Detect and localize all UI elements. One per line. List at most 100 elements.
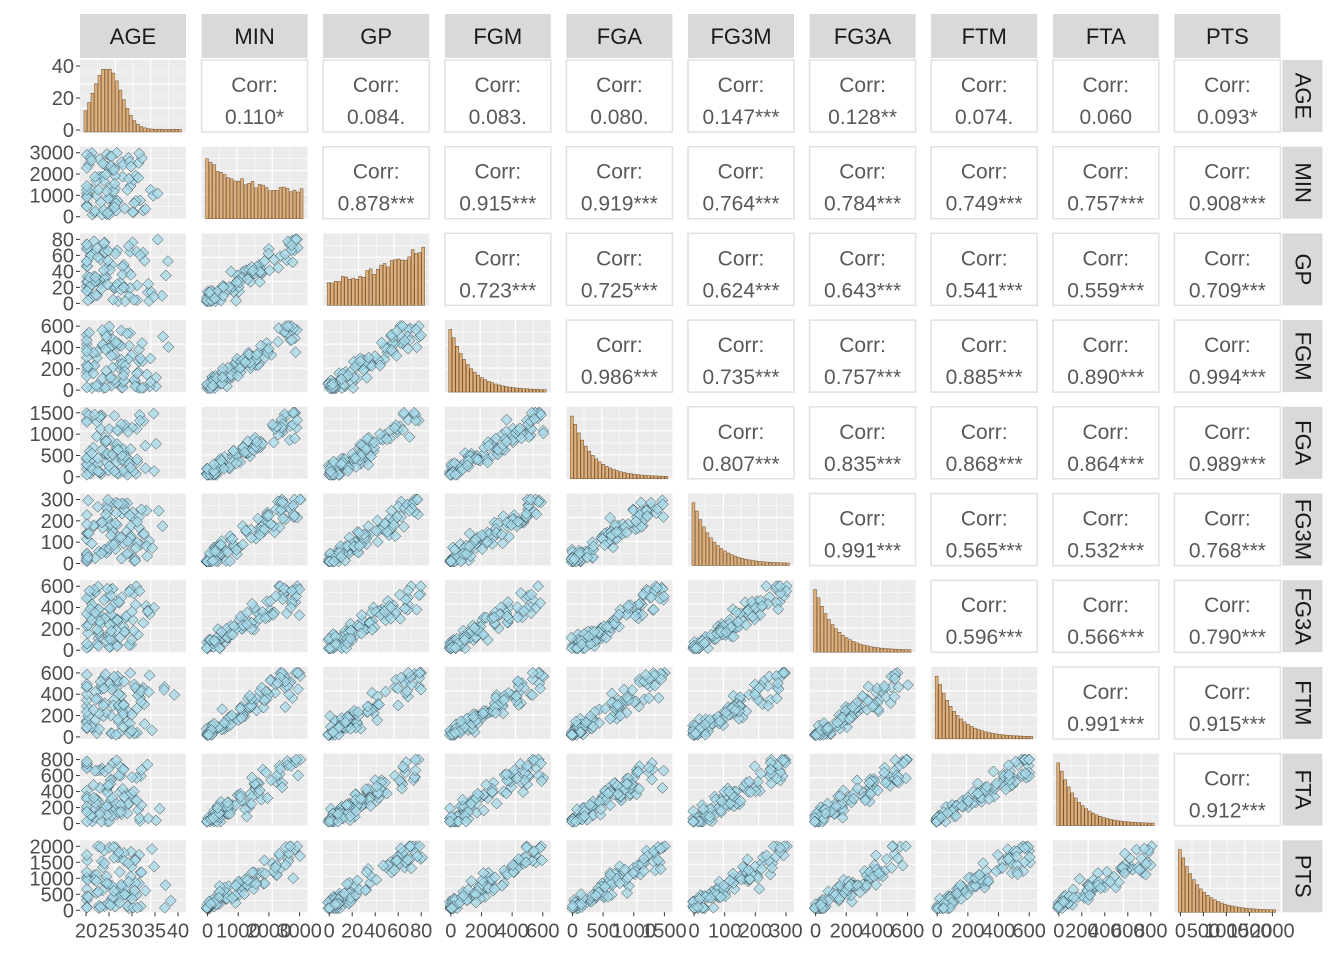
scatter-point xyxy=(123,339,136,352)
x-tick-label: 2000 xyxy=(1250,920,1295,942)
histogram-bar xyxy=(622,472,627,480)
histogram-bar xyxy=(208,161,213,219)
y-tick-label: 2000 xyxy=(30,836,75,858)
scatter-point xyxy=(136,337,148,349)
histogram-bar xyxy=(723,550,727,566)
histogram-bar xyxy=(601,464,606,480)
histogram-bar xyxy=(1213,899,1217,913)
histogram-bar xyxy=(375,268,380,306)
histogram-bar xyxy=(1077,801,1081,826)
scatter-point xyxy=(353,526,365,539)
histogram-bar xyxy=(1258,909,1263,913)
histogram-bar xyxy=(1140,822,1144,826)
scatter-point xyxy=(99,343,112,356)
panel-fg3m-min xyxy=(200,493,308,568)
y-tick-label: 400 xyxy=(41,337,74,359)
corr-value: 0.749*** xyxy=(946,193,1023,216)
scatter-point xyxy=(635,521,648,533)
scatter-point xyxy=(286,256,299,269)
scatter-point xyxy=(369,350,381,363)
panel-gp-age xyxy=(80,233,186,308)
scatter-point xyxy=(232,370,244,382)
corr-value: 0.908*** xyxy=(1189,193,1266,216)
histogram-bar xyxy=(462,359,466,393)
panel-pts-fg3m xyxy=(687,840,794,915)
scatter-point xyxy=(151,233,164,246)
strip-label: FGM xyxy=(473,24,522,49)
histogram-bar xyxy=(1025,736,1030,740)
y-tick-label: 2000 xyxy=(30,164,75,186)
scatter-point xyxy=(124,443,137,455)
x-tick-label: 80 xyxy=(410,920,432,942)
scatter-point xyxy=(95,547,108,560)
panel-fga-min xyxy=(200,406,308,481)
histogram-bar xyxy=(772,562,776,566)
scatter-point xyxy=(110,336,122,348)
scatter-point xyxy=(357,364,370,376)
scatter-point xyxy=(160,269,172,282)
panel-fga-pts: Corr:0.989*** xyxy=(1173,406,1282,480)
panel-min-fg3a: Corr:0.784*** xyxy=(808,145,917,220)
corr-value: 0.890*** xyxy=(1067,366,1144,389)
scatter-point xyxy=(92,183,105,196)
histogram-bar xyxy=(347,279,352,306)
histogram-bar xyxy=(104,69,109,133)
scatter-point xyxy=(353,540,366,552)
y-tick-label: 200 xyxy=(41,619,74,641)
histogram-bar xyxy=(962,721,967,740)
scatter-point xyxy=(581,551,594,564)
histogram-bar xyxy=(664,476,669,480)
histogram xyxy=(570,415,669,480)
histogram-bar xyxy=(219,172,223,219)
scatter-point xyxy=(522,431,535,443)
corr-value: 0.643*** xyxy=(824,279,901,302)
histogram-bar xyxy=(626,472,630,480)
scatter-point xyxy=(258,523,271,536)
panel-ftm-fga xyxy=(565,666,673,741)
corr-value: 0.074. xyxy=(955,106,1013,129)
panel-fg3a-ftm: Corr:0.596*** xyxy=(930,579,1038,653)
scatter-point xyxy=(88,408,101,421)
histogram-bar xyxy=(403,259,408,306)
histogram-bar xyxy=(171,129,175,133)
histogram-bar xyxy=(1109,819,1113,826)
histogram-bar xyxy=(980,730,984,740)
corr-label: Corr: xyxy=(718,421,765,444)
histogram-bar xyxy=(775,562,780,566)
histogram-bar xyxy=(751,560,755,566)
histogram-bar xyxy=(837,632,842,653)
histogram-bar xyxy=(619,471,623,480)
corr-label: Corr: xyxy=(1082,334,1129,357)
y-tick-label: 200 xyxy=(41,359,74,381)
histogram-bar xyxy=(744,558,748,566)
histogram-bar xyxy=(83,110,88,133)
y-tick-label: 400 xyxy=(41,598,74,620)
x-tick-label: 0 xyxy=(567,920,578,942)
corr-value: 0.565*** xyxy=(946,540,1023,563)
histogram-bar xyxy=(160,129,165,133)
y-tick-label: 200 xyxy=(41,511,74,533)
strip-label: FG3A xyxy=(1290,587,1315,645)
y-tick-label: 200 xyxy=(41,706,74,728)
histogram-bar xyxy=(661,475,665,480)
scatter-point xyxy=(86,447,98,460)
scatter-point xyxy=(225,265,237,278)
panel-fg3a-pts: Corr:0.790*** xyxy=(1173,579,1282,653)
strip-col-fga: FGA xyxy=(566,14,673,58)
histogram-bar xyxy=(650,475,655,480)
histogram-bar xyxy=(240,178,244,219)
histogram-bar xyxy=(1133,822,1137,826)
x-tick-label: 60 xyxy=(387,920,409,942)
histogram-bar xyxy=(983,731,988,740)
histogram-bar xyxy=(705,532,710,566)
scatter-point xyxy=(245,532,258,544)
histogram-bar xyxy=(816,597,821,653)
scatter-point xyxy=(134,352,147,365)
panel-fg3m-age xyxy=(80,493,186,568)
x-tick-label: 200 xyxy=(465,920,498,942)
scatter-point xyxy=(391,325,403,337)
scatter-point xyxy=(341,369,354,382)
histogram-bar xyxy=(229,178,234,219)
